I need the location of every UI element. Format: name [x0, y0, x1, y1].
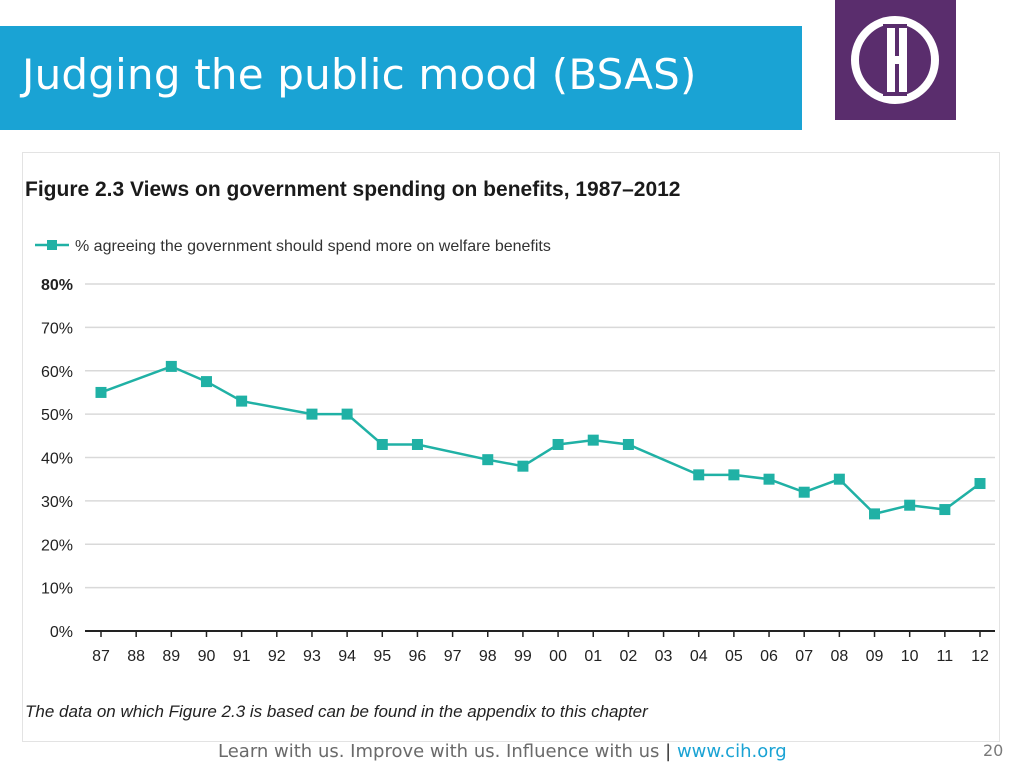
x-tick-label: 06 [760, 648, 778, 665]
grid [85, 283, 995, 632]
y-tick-label: 30% [41, 494, 73, 511]
x-tick-label: 02 [620, 648, 638, 665]
x-tick-label: 09 [866, 648, 884, 665]
data-point [622, 438, 634, 450]
slide-title: Judging the public mood (BSAS) [22, 50, 697, 99]
footer-link[interactable]: www.cih.org [676, 741, 787, 762]
data-point [763, 473, 775, 485]
x-tick-label: 90 [198, 648, 216, 665]
x-tick-label: 12 [971, 648, 989, 665]
data-point [200, 376, 212, 388]
title-bar [0, 26, 802, 130]
data-point [587, 434, 599, 446]
data-point [482, 454, 494, 466]
cih-logo-icon [851, 16, 939, 104]
x-tick-label: 87 [92, 648, 110, 665]
legend-label: % agreeing the government should spend m… [75, 238, 551, 255]
y-tick-label: 10% [41, 581, 73, 598]
footer: Learn with us. Improve with us. Influenc… [218, 741, 787, 762]
data-point [376, 438, 388, 450]
y-tick-label: 0% [50, 624, 73, 641]
x-tick-label: 08 [830, 648, 848, 665]
data-point [833, 473, 845, 485]
x-tick-label: 07 [795, 648, 813, 665]
data-point [798, 486, 810, 498]
x-tick-label: 04 [690, 648, 708, 665]
y-tick-label: 40% [41, 451, 73, 468]
x-tick-label: 01 [584, 648, 602, 665]
y-tick-label: 80% [41, 277, 73, 294]
data-points [95, 360, 986, 520]
data-point [341, 408, 353, 420]
x-tick-label: 92 [268, 648, 286, 665]
cih-logo [835, 0, 956, 120]
x-tick-label: 10 [901, 648, 919, 665]
x-tick-label: 88 [127, 648, 145, 665]
data-point [693, 469, 705, 481]
data-point [869, 508, 881, 520]
page-number: 20 [983, 741, 1004, 760]
data-point [939, 504, 951, 516]
legend-marker [47, 240, 57, 250]
x-tick-label: 00 [549, 648, 567, 665]
series-line [100, 365, 981, 516]
y-tick-label: 60% [41, 364, 73, 381]
footer-separator: | [665, 741, 672, 762]
x-tick-label: 96 [409, 648, 427, 665]
chart-title: Figure 2.3 Views on government spending … [25, 178, 680, 201]
data-point [165, 360, 177, 372]
x-tick-label: 98 [479, 648, 497, 665]
data-point [411, 438, 423, 450]
x-axis-ticks: 87 88 89 90 91 92 93 94 95 96 97 98 99 00 01 02 03 04 05 06… [92, 631, 989, 665]
x-tick-label: 05 [725, 648, 743, 665]
x-tick-label: 03 [655, 648, 673, 665]
chart-note: The data on which Figure 2.3 is based ca… [25, 702, 649, 721]
data-point [974, 478, 986, 490]
chart-frame: Figure 2.3 Views on government spending … [22, 152, 1000, 742]
line-chart: Figure 2.3 Views on government spending … [25, 178, 995, 721]
x-tick-label: 95 [373, 648, 391, 665]
x-tick-label: 97 [444, 648, 462, 665]
legend: % agreeing the government should spend m… [35, 238, 551, 255]
x-tick-label: 11 [937, 648, 954, 665]
data-point [236, 395, 248, 407]
data-point [904, 499, 916, 511]
x-tick-label: 93 [303, 648, 321, 665]
y-tick-label: 70% [41, 320, 73, 337]
data-point [95, 386, 107, 398]
y-axis-ticks: 0% 10% 20% 30% 40% 50% 60% 70% 80% [41, 277, 73, 641]
x-tick-label: 89 [162, 648, 180, 665]
footer-tagline: Learn with us. Improve with us. Influenc… [218, 741, 660, 762]
x-tick-label: 94 [338, 648, 356, 665]
y-tick-label: 50% [41, 407, 73, 424]
x-tick-label: 91 [233, 648, 251, 665]
data-point [517, 460, 529, 472]
data-point [728, 469, 740, 481]
data-point [552, 438, 564, 450]
x-tick-label: 99 [514, 648, 532, 665]
data-point [306, 408, 318, 420]
y-tick-label: 20% [41, 537, 73, 554]
